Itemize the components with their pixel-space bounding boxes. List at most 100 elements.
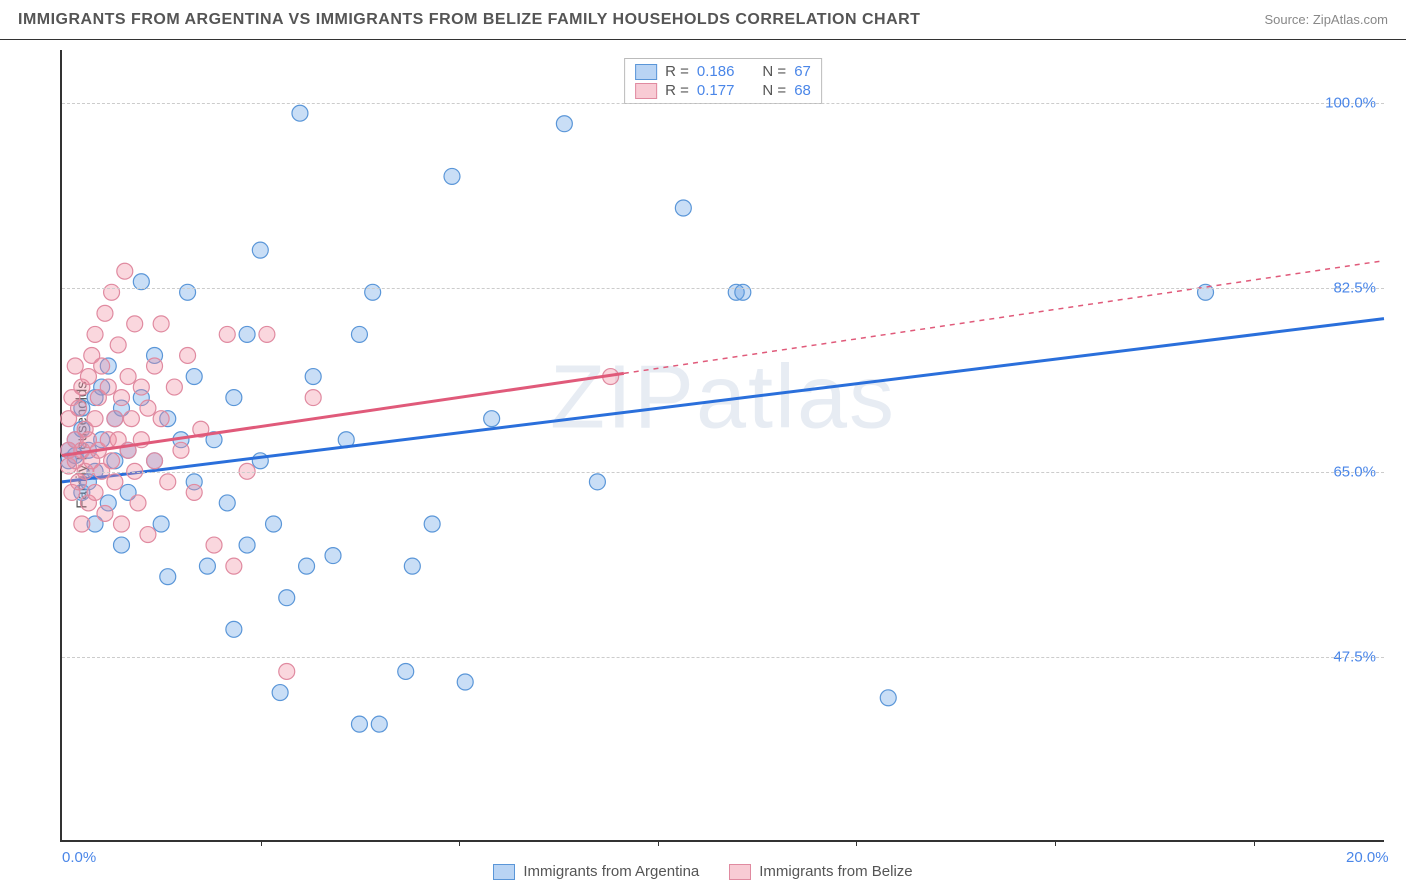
legend-swatch [493,864,515,880]
scatter-point [133,379,149,395]
scatter-point [186,484,202,500]
scatter-point [153,411,169,427]
scatter-point [186,369,202,385]
scatter-point [880,690,896,706]
scatter-point [166,379,182,395]
scatter-point [97,505,113,521]
scatter-point [153,516,169,532]
scatter-point [130,495,146,511]
x-tick [856,840,857,846]
scatter-point [180,347,196,363]
scatter-point [160,569,176,585]
scatter-point [292,105,308,121]
y-tick-label: 47.5% [1333,649,1376,666]
scatter-point [97,305,113,321]
scatter-point [226,558,242,574]
scatter-point [123,411,139,427]
scatter-point [371,716,387,732]
plot-svg [62,50,1384,840]
x-tick [459,840,460,846]
y-tick-label: 100.0% [1325,94,1376,111]
scatter-point [147,453,163,469]
plot-frame: Family Households ZIPatlas R =0.186N =67… [60,50,1384,842]
scatter-point [87,326,103,342]
scatter-point [398,663,414,679]
x-tick [1254,840,1255,846]
scatter-point [94,358,110,374]
scatter-point [117,263,133,279]
scatter-point [140,527,156,543]
scatter-point [279,590,295,606]
x-tick [261,840,262,846]
scatter-point [87,411,103,427]
scatter-point [120,369,136,385]
scatter-point [424,516,440,532]
scatter-point [675,200,691,216]
scatter-point [114,537,130,553]
scatter-point [239,326,255,342]
plot-area: Family Households ZIPatlas R =0.186N =67… [60,50,1384,842]
legend-n-label: N = [762,82,786,99]
scatter-point [100,379,116,395]
trend-line-dashed [624,261,1384,374]
scatter-point [74,516,90,532]
scatter-point [226,621,242,637]
scatter-point [127,463,143,479]
scatter-point [351,326,367,342]
scatter-point [259,326,275,342]
scatter-point [444,168,460,184]
scatter-point [252,242,268,258]
scatter-point [226,390,242,406]
scatter-point [457,674,473,690]
scatter-point [110,337,126,353]
scatter-point [239,463,255,479]
series-legend-label: Immigrants from Argentina [523,863,699,880]
scatter-point [351,716,367,732]
scatter-point [173,442,189,458]
scatter-point [589,474,605,490]
series-legend-label: Immigrants from Belize [759,863,912,880]
scatter-point [206,537,222,553]
scatter-point [266,516,282,532]
correlation-legend-row: R =0.186N =67 [635,63,811,80]
scatter-point [127,316,143,332]
gridline-h [62,657,1384,658]
x-tick [658,840,659,846]
series-legend-item: Immigrants from Argentina [493,863,699,880]
trend-line [62,319,1384,482]
scatter-point [272,685,288,701]
legend-n-value: 67 [794,63,811,80]
scatter-point [305,390,321,406]
chart-title: IMMIGRANTS FROM ARGENTINA VS IMMIGRANTS … [18,11,920,29]
scatter-point [299,558,315,574]
scatter-point [160,474,176,490]
scatter-point [107,411,123,427]
scatter-point [325,548,341,564]
x-tick [1055,840,1056,846]
scatter-point [87,484,103,500]
scatter-point [219,495,235,511]
scatter-point [239,537,255,553]
y-tick-label: 65.0% [1333,464,1376,481]
gridline-h [62,103,1384,104]
scatter-point [80,369,96,385]
scatter-point [404,558,420,574]
legend-r-label: R = [665,63,689,80]
legend-swatch [635,83,657,99]
y-tick-label: 82.5% [1333,279,1376,296]
scatter-point [71,400,87,416]
correlation-legend-row: R =0.177N =68 [635,82,811,99]
scatter-point [484,411,500,427]
chart-header: IMMIGRANTS FROM ARGENTINA VS IMMIGRANTS … [0,0,1406,40]
scatter-point [279,663,295,679]
legend-swatch [729,864,751,880]
legend-n-label: N = [762,63,786,80]
legend-r-label: R = [665,82,689,99]
scatter-point [104,453,120,469]
scatter-point [219,326,235,342]
series-legend-item: Immigrants from Belize [729,863,912,880]
scatter-point [556,116,572,132]
scatter-point [305,369,321,385]
gridline-h [62,472,1384,473]
scatter-point [140,400,156,416]
